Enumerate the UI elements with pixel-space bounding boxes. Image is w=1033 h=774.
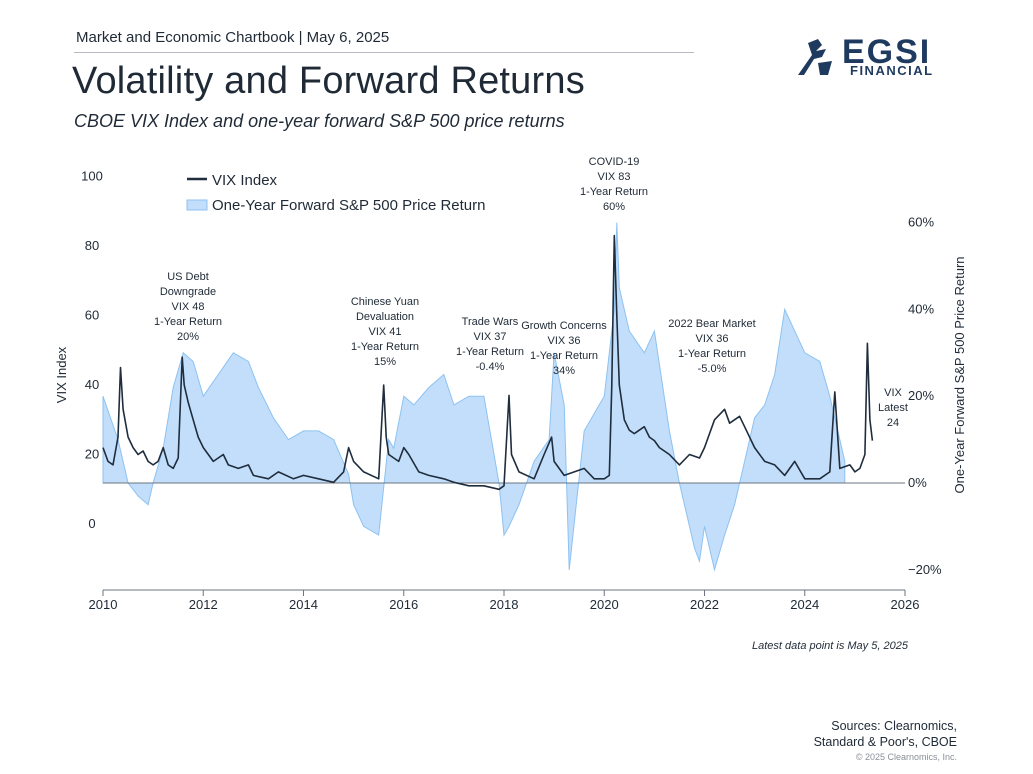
legend-swatch-return (186, 199, 208, 211)
x-tick-label: 2024 (790, 597, 819, 612)
y-tick-label: 100 (81, 169, 103, 184)
annotation-text: VIX 36 (695, 333, 728, 345)
annotation-text: 1-Year Return (154, 316, 222, 328)
y-tick-label: 0 (88, 516, 95, 531)
annotation-text: Devaluation (356, 311, 414, 323)
copyright: © 2025 Clearnomics, Inc. (855, 752, 957, 762)
x-tick-label: 2010 (89, 597, 118, 612)
annotation-text: Trade Wars (462, 316, 519, 328)
y-tick-label: 60 (85, 308, 99, 323)
annotation-text: 2022 Bear Market (668, 318, 755, 330)
sources-line-2: Standard & Poor's, CBOE (813, 735, 957, 749)
annotation-text: 1-Year Return (678, 348, 746, 360)
y-tick-label: 80 (85, 238, 99, 253)
annotation-text: VIX 83 (597, 171, 630, 183)
x-tick-label: 2018 (490, 597, 519, 612)
annotation-text: VIX 48 (171, 301, 204, 313)
company-logo: EGSI FINANCIAL (792, 33, 952, 81)
sources-line-1: Sources: Clearnomics, (831, 719, 957, 733)
x-tick-label: 2016 (389, 597, 418, 612)
legend-label-vix: VIX Index (212, 172, 278, 189)
annotation-text: 1-Year Return (580, 186, 648, 198)
annotation-text: COVID-19 (589, 156, 640, 168)
y-tick-label: 20 (85, 447, 99, 462)
page-subtitle: CBOE VIX Index and one-year forward S&P … (74, 111, 565, 131)
annotation-text: 1-Year Return (456, 346, 524, 358)
annotation-text: -0.4% (476, 361, 505, 373)
annotation-text: Growth Concerns (521, 320, 607, 332)
y2-tick-label: 20% (908, 388, 934, 403)
y2-axis-title: One-Year Forward S&P 500 Price Return (952, 256, 967, 493)
x-tick-label: 2020 (590, 597, 619, 612)
vix-line (102, 234, 874, 491)
annotation-text: VIX 41 (368, 326, 401, 338)
annotation-text: 60% (603, 201, 625, 213)
chartbook-header: Market and Economic Chartbook | May 6, 2… (76, 29, 390, 46)
annotation-text: VIX 37 (473, 331, 506, 343)
annotation-text: US Debt (167, 271, 209, 283)
logo-subtitle: FINANCIAL (850, 63, 934, 78)
annotation-text: VIX 36 (547, 335, 580, 347)
legend-label-return: One-Year Forward S&P 500 Price Return (212, 197, 485, 214)
annotation-text: 34% (553, 365, 575, 377)
annotation-text: Latest (878, 402, 908, 414)
logo-name: EGSI (842, 33, 932, 71)
annotation-text: Downgrade (160, 286, 216, 298)
x-tick-label: 2026 (891, 597, 920, 612)
annotation-text: 15% (374, 356, 396, 368)
forward-return-area (102, 222, 846, 572)
eagle-logo-icon (798, 39, 832, 75)
sources: Sources: Clearnomics, Standard & Poor's,… (814, 718, 957, 750)
header-divider (74, 52, 694, 53)
y-tick-label: 40 (85, 377, 99, 392)
y2-tick-label: 60% (908, 215, 934, 230)
x-tick-label: 2012 (189, 597, 218, 612)
y2-tick-label: −20% (908, 562, 942, 577)
annotation-text: -5.0% (698, 363, 727, 375)
annotation-text: 1-Year Return (351, 341, 419, 353)
page-title: Volatility and Forward Returns (72, 60, 585, 102)
y-axis-title: VIX Index (54, 346, 69, 403)
y2-tick-label: 40% (908, 301, 934, 316)
latest-data-note: Latest data point is May 5, 2025 (752, 640, 908, 652)
annotation-text: VIX (884, 387, 902, 399)
y2-tick-label: 0% (908, 475, 927, 490)
x-tick-label: 2022 (690, 597, 719, 612)
annotation-text: 24 (887, 417, 899, 429)
annotation-text: 20% (177, 331, 199, 343)
x-tick-label: 2014 (289, 597, 318, 612)
annotation-text: Chinese Yuan (351, 296, 419, 308)
annotation-text: 1-Year Return (530, 350, 598, 362)
